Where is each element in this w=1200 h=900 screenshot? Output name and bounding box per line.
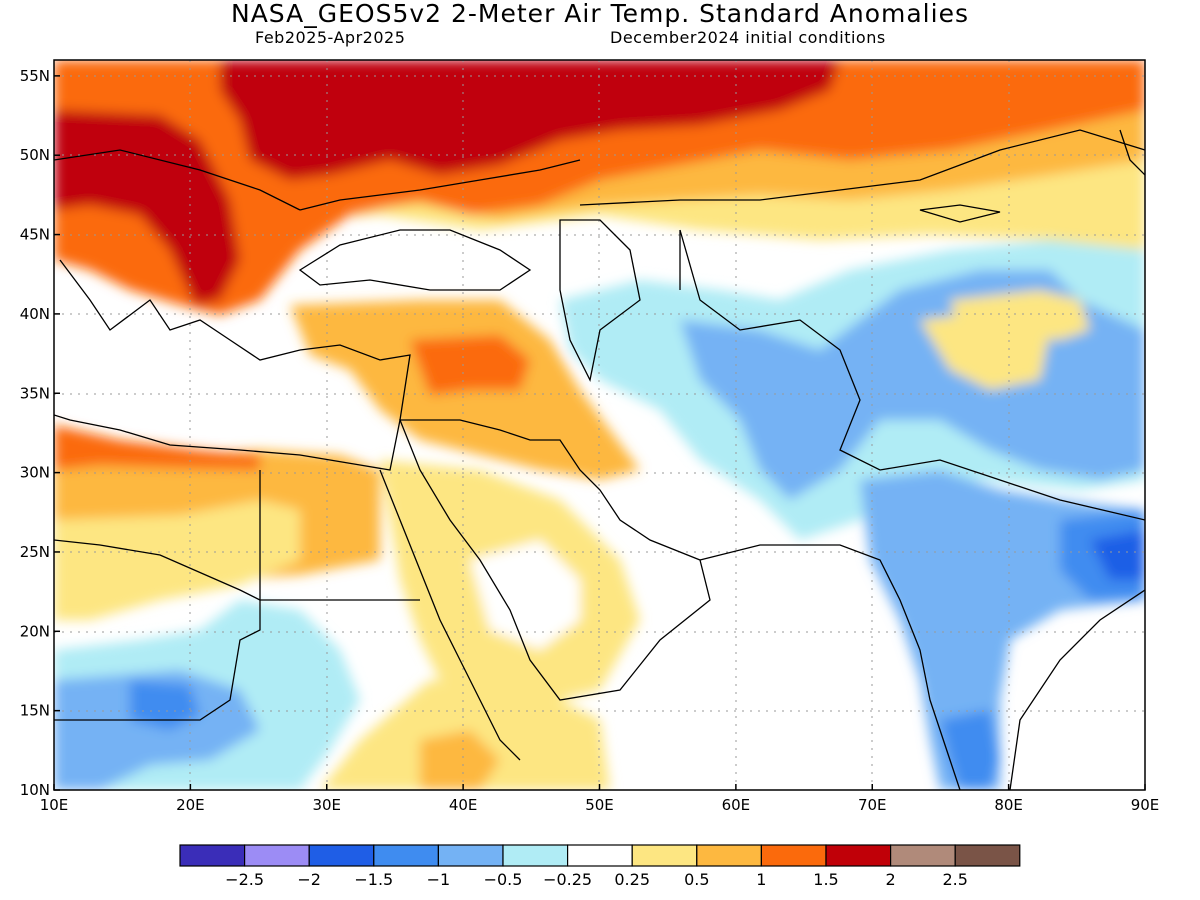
colorbar-swatch (502, 844, 569, 867)
lon-tick-label: 40E (449, 796, 478, 814)
forecast-period: Feb2025-Apr2025 (255, 28, 406, 47)
colorbar-label: −0.5 (484, 870, 523, 889)
colorbar-label: 2 (886, 870, 896, 889)
colorbar-swatch (308, 844, 375, 867)
lat-tick-label: 15N (20, 702, 50, 720)
colorbar-label: −2.5 (225, 870, 264, 889)
lon-tick-label: 10E (40, 796, 69, 814)
latitude-ticks: 10N 15N 20N 25N 30N 35N 40N 45N 50N 55N (20, 67, 60, 799)
colorbar-swatch (244, 844, 310, 867)
lat-tick-label: 10N (20, 781, 50, 799)
coastlines (54, 129, 1145, 790)
lon-tick-label: 30E (312, 796, 341, 814)
colorbar-swatch (373, 844, 439, 867)
map-gridlines (54, 60, 1145, 790)
colorbar-label: 2.5 (942, 870, 967, 889)
lat-tick-label: 20N (20, 622, 50, 640)
longitude-ticks: 10E 20E 30E 40E 50E 60E 70E 80E 90E (40, 784, 1160, 814)
lat-tick-label: 55N (20, 67, 50, 85)
lat-tick-label: 45N (20, 226, 50, 244)
lon-tick-label: 80E (994, 796, 1023, 814)
lon-tick-label: 70E (858, 796, 887, 814)
lat-tick-label: 40N (20, 305, 50, 323)
colorbar-swatch (954, 844, 1021, 867)
colorbar-swatch (437, 844, 504, 867)
lon-tick-label: 60E (722, 796, 751, 814)
lat-tick-label: 35N (20, 384, 50, 402)
lon-tick-label: 50E (585, 796, 614, 814)
colorbar-label: −1.5 (354, 870, 393, 889)
colorbar-swatch (760, 844, 827, 867)
colorbar-swatch (631, 844, 698, 867)
initial-conditions: December2024 initial conditions (610, 28, 886, 47)
colorbar-swatch (179, 844, 246, 867)
colorbar-label: 0.5 (684, 870, 709, 889)
colorbar-swatch (566, 844, 633, 867)
colorbar-label: 1.5 (813, 870, 838, 889)
colorbar-swatch (696, 844, 762, 867)
colorbar-swatch (825, 844, 892, 867)
lat-tick-label: 50N (20, 146, 50, 164)
colorbar-label: −2 (297, 870, 321, 889)
lon-tick-label: 20E (176, 796, 205, 814)
colorbar-label: 1 (756, 870, 766, 889)
colorbar-swatch (889, 844, 956, 867)
colorbar-label: −1 (427, 870, 451, 889)
map-title: NASA_GEOS5v2 2-Meter Air Temp. Standard … (231, 0, 969, 28)
colorbar: −2.5 −2 −1.5 −1 −0.5 −0.25 0.25 0.5 1 1.5 2 2.5 (179, 844, 1021, 889)
colorbar-label: 0.25 (614, 870, 650, 889)
lon-tick-label: 90E (1131, 796, 1160, 814)
colorbar-label: −0.25 (543, 870, 592, 889)
anomaly-field (54, 60, 1145, 790)
lat-tick-label: 25N (20, 543, 50, 561)
lat-tick-label: 30N (20, 464, 50, 482)
